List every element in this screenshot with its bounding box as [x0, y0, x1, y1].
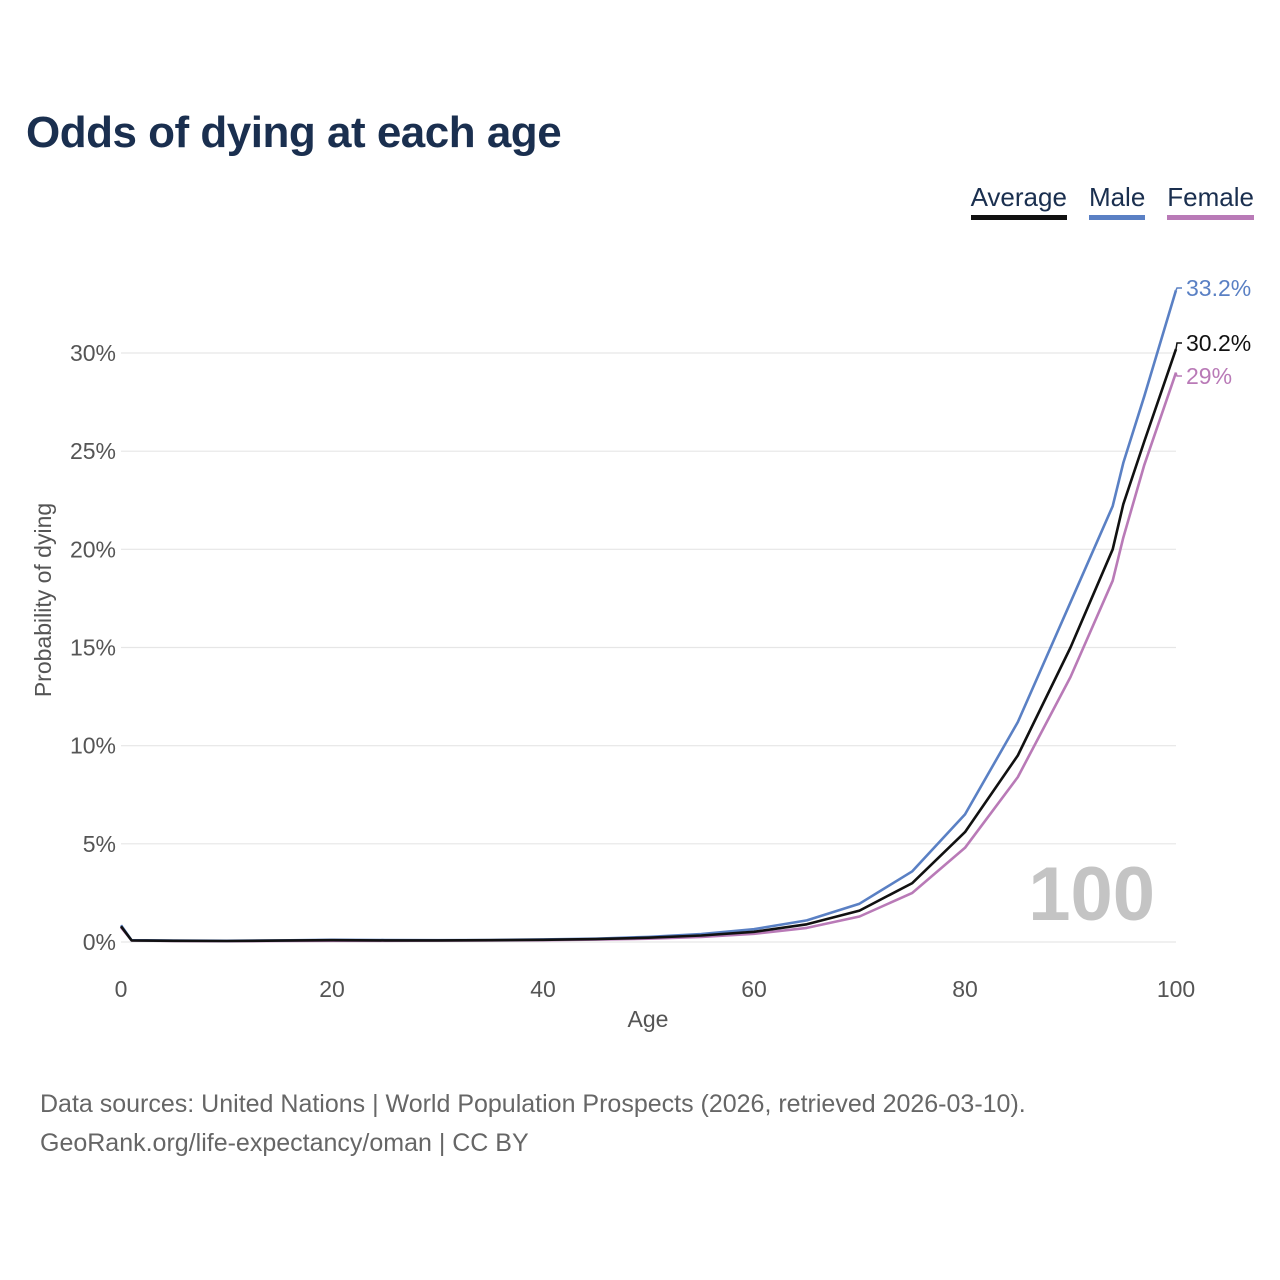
- y-axis-ticks: 0% 5% 10% 15% 20% 25% 30%: [70, 340, 116, 955]
- legend: Average Male Female: [970, 182, 1254, 220]
- x-tick-label: 80: [952, 976, 978, 1002]
- gridlines: [121, 352, 1176, 943]
- end-label-connector: [1175, 372, 1182, 377]
- end-label-male: 33.2%: [1186, 275, 1251, 301]
- y-tick-label: 0%: [83, 929, 116, 955]
- chart-title: Odds of dying at each age: [26, 108, 562, 157]
- x-tick-label: 0: [115, 976, 128, 1002]
- y-tick-label: 15%: [70, 635, 116, 661]
- source-text: Data sources: United Nations | World Pop…: [40, 1090, 1026, 1118]
- end-labels: 30.2% 33.2% 29%: [1175, 275, 1251, 389]
- y-axis-label: Probability of dying: [30, 503, 56, 697]
- y-tick-label: 30%: [70, 340, 116, 366]
- end-label-connector: [1175, 342, 1182, 350]
- series-line-average[interactable]: [119, 348, 1178, 943]
- y-tick-label: 25%: [70, 438, 116, 464]
- y-tick-label: 5%: [83, 831, 116, 857]
- x-axis-ticks: 0 20 40 60 80 100: [115, 976, 1196, 1002]
- y-tick-label: 10%: [70, 733, 116, 759]
- series-line-male[interactable]: [119, 289, 1178, 943]
- footer: Data sources: United Nations | World Pop…: [40, 1085, 1026, 1163]
- legend-item-female[interactable]: Female: [1167, 182, 1254, 220]
- x-tick-label: 40: [530, 976, 556, 1002]
- x-tick-label: 100: [1157, 976, 1195, 1002]
- credit-text: GeoRank.org/life-expectancy/oman | CC BY: [40, 1129, 529, 1157]
- legend-item-average[interactable]: Average: [970, 182, 1067, 220]
- y-tick-label: 20%: [70, 536, 116, 562]
- series-lines: [119, 289, 1178, 943]
- age-annotation: 100: [1028, 852, 1155, 937]
- x-tick-label: 60: [741, 976, 767, 1002]
- end-label-average: 30.2%: [1186, 330, 1251, 356]
- legend-item-male[interactable]: Male: [1088, 182, 1146, 220]
- x-axis-label: Age: [628, 1006, 669, 1032]
- series-line-female[interactable]: [119, 372, 1178, 943]
- end-label-female: 29%: [1186, 363, 1232, 389]
- x-tick-label: 20: [319, 976, 345, 1002]
- end-label-connector: [1175, 287, 1182, 291]
